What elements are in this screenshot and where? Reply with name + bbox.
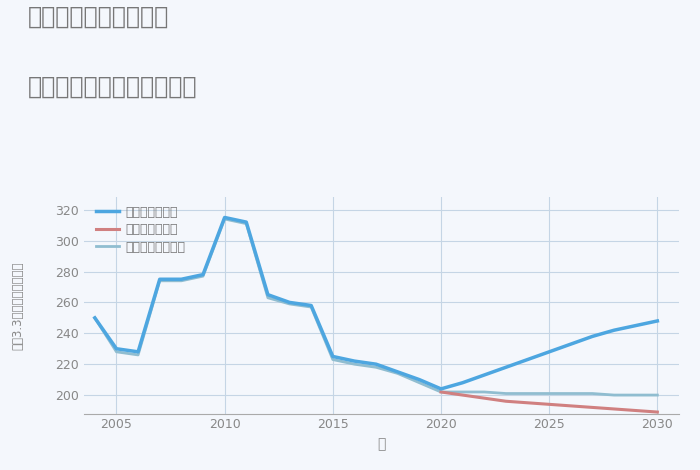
ノーマルシナリオ [350, 361, 358, 367]
バッドシナリオ [524, 400, 532, 406]
グッドシナリオ [155, 276, 164, 282]
グッドシナリオ [112, 346, 120, 352]
ノーマルシナリオ [415, 380, 424, 385]
グッドシナリオ [350, 358, 358, 364]
ノーマルシナリオ [242, 221, 251, 227]
グッドシナリオ [631, 323, 640, 329]
ノーマルシナリオ [631, 392, 640, 398]
バッドシナリオ [480, 395, 489, 401]
ノーマルシナリオ [328, 357, 337, 362]
グッドシナリオ [177, 276, 186, 282]
ノーマルシナリオ [199, 274, 207, 279]
バッドシナリオ [545, 401, 554, 407]
Text: 兵庫県西宮市和上町の: 兵庫県西宮市和上町の [28, 5, 169, 29]
グッドシナリオ [458, 380, 467, 385]
ノーマルシナリオ [90, 315, 99, 321]
グッドシナリオ [610, 328, 618, 333]
ノーマルシナリオ [653, 392, 662, 398]
グッドシナリオ [502, 364, 510, 370]
ノーマルシナリオ [545, 391, 554, 396]
バッドシナリオ [502, 399, 510, 404]
Line: グッドシナリオ: グッドシナリオ [94, 218, 657, 389]
ノーマルシナリオ [566, 391, 575, 396]
ノーマルシナリオ [610, 392, 618, 398]
グッドシナリオ [134, 349, 142, 355]
バッドシナリオ [610, 406, 618, 412]
グッドシナリオ [372, 361, 380, 367]
バッドシナリオ [631, 407, 640, 413]
ノーマルシナリオ [307, 304, 316, 310]
ノーマルシナリオ [264, 295, 272, 301]
ノーマルシナリオ [155, 278, 164, 283]
ノーマルシナリオ [458, 389, 467, 395]
グッドシナリオ [480, 372, 489, 378]
グッドシナリオ [264, 292, 272, 298]
ノーマルシナリオ [286, 301, 294, 307]
ノーマルシナリオ [480, 389, 489, 395]
バッドシナリオ [566, 403, 575, 409]
ノーマルシナリオ [372, 364, 380, 370]
ノーマルシナリオ [502, 391, 510, 396]
グッドシナリオ [328, 353, 337, 359]
グッドシナリオ [545, 349, 554, 355]
Text: 中古マンションの価格推移: 中古マンションの価格推移 [28, 75, 197, 99]
Line: バッドシナリオ: バッドシナリオ [441, 392, 657, 412]
Line: ノーマルシナリオ: ノーマルシナリオ [94, 219, 657, 395]
バッドシナリオ [458, 392, 467, 398]
バッドシナリオ [653, 409, 662, 415]
グッドシナリオ [524, 357, 532, 362]
ノーマルシナリオ [588, 391, 596, 396]
グッドシナリオ [393, 369, 402, 375]
グッドシナリオ [653, 318, 662, 324]
ノーマルシナリオ [524, 391, 532, 396]
グッドシナリオ [286, 299, 294, 305]
グッドシナリオ [220, 215, 229, 220]
ノーマルシナリオ [177, 278, 186, 283]
グッドシナリオ [199, 272, 207, 277]
Legend: グッドシナリオ, バッドシナリオ, ノーマルシナリオ: グッドシナリオ, バッドシナリオ, ノーマルシナリオ [96, 206, 185, 253]
Text: 坪（3.3㎡）単価（万円）: 坪（3.3㎡）単価（万円） [11, 261, 24, 350]
グッドシナリオ [307, 303, 316, 308]
グッドシナリオ [588, 334, 596, 339]
ノーマルシナリオ [220, 216, 229, 222]
グッドシナリオ [90, 315, 99, 321]
グッドシナリオ [415, 377, 424, 383]
ノーマルシナリオ [437, 389, 445, 395]
ノーマルシナリオ [134, 352, 142, 358]
ノーマルシナリオ [112, 349, 120, 355]
グッドシナリオ [437, 386, 445, 392]
ノーマルシナリオ [393, 371, 402, 376]
グッドシナリオ [242, 219, 251, 225]
X-axis label: 年: 年 [377, 437, 386, 451]
バッドシナリオ [588, 405, 596, 410]
バッドシナリオ [437, 389, 445, 395]
グッドシナリオ [566, 341, 575, 347]
